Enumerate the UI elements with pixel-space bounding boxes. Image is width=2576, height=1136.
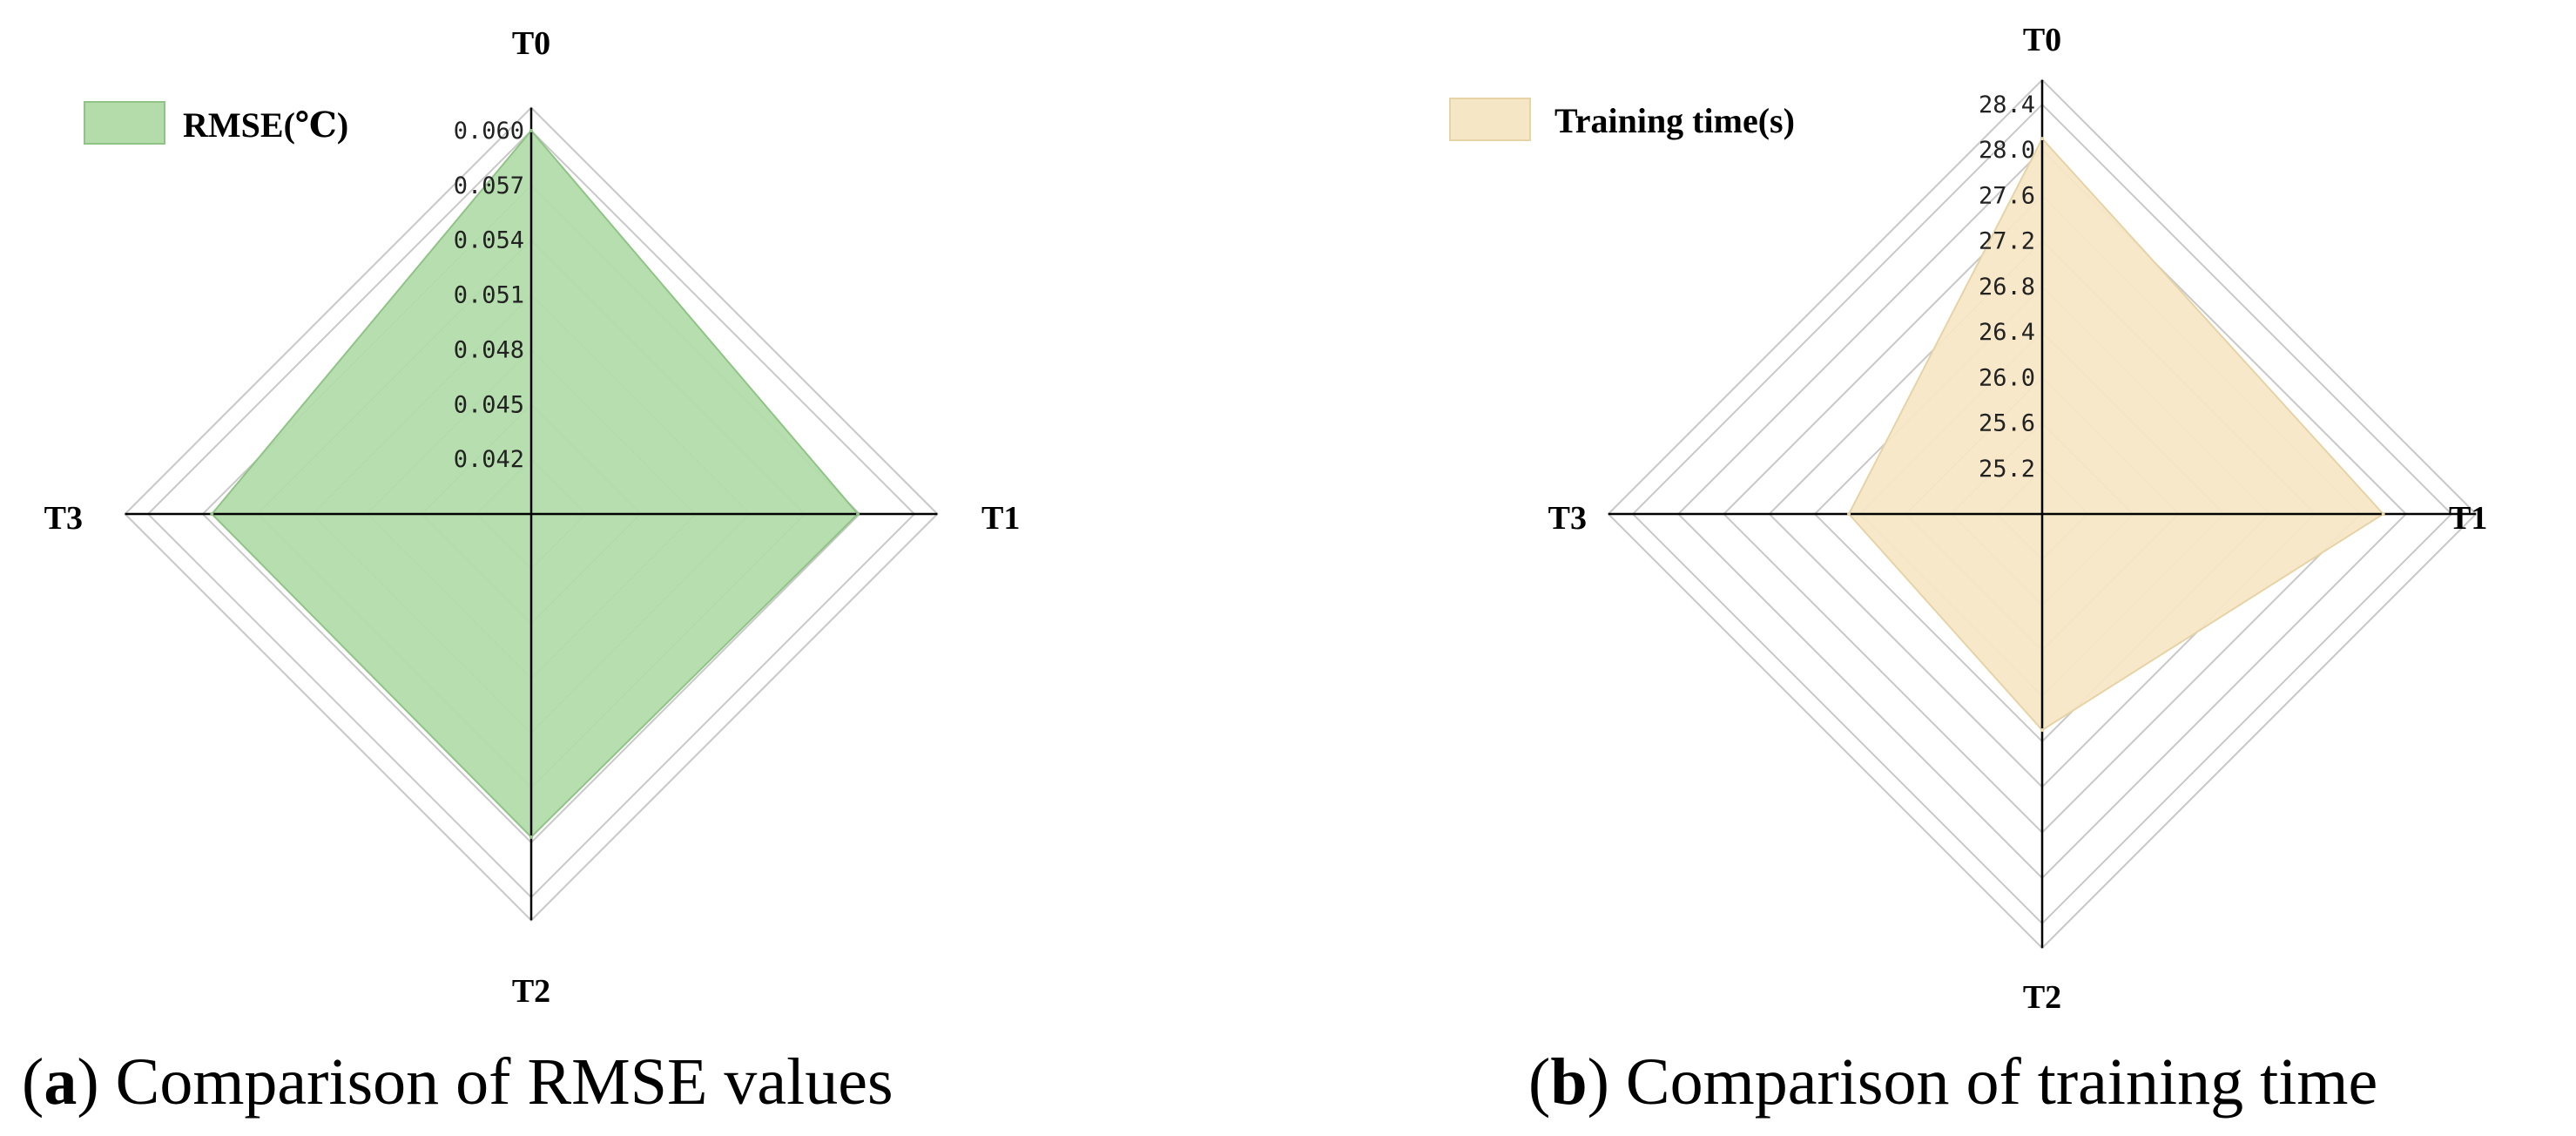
axis-label-t1: T1	[981, 500, 1020, 537]
axis-lines	[1608, 79, 2477, 949]
tick-label: 0.042	[454, 446, 524, 473]
tick-label: 0.045	[454, 391, 524, 418]
tick-label: 25.2	[1979, 456, 2035, 483]
caption-letter: a	[44, 1045, 77, 1119]
data-point-t1	[856, 512, 860, 516]
tick-label: 26.8	[1979, 274, 2035, 301]
data-point-t2	[529, 835, 533, 839]
axis-label-t0: T0	[512, 25, 550, 62]
legend-swatch	[84, 101, 165, 145]
tick-label: 0.048	[454, 336, 524, 363]
axis-label-t0: T0	[2023, 22, 2061, 58]
axis-label-t2: T2	[512, 973, 550, 1010]
tick-label: 27.6	[1979, 182, 2035, 209]
rmse-data-polygon	[210, 129, 860, 839]
axis-lines	[125, 107, 938, 921]
tick-label: 26.0	[1979, 364, 2035, 391]
data-point-t0	[2040, 137, 2044, 141]
axis-label-t1: T1	[2449, 500, 2487, 537]
caption-letter: b	[1550, 1045, 1587, 1119]
radar-panel-rmse: 0.042 0.045 0.048 0.051 0.054 0.057 0.060 T0 T…	[22, 25, 1020, 1119]
radar-panel-training-time: 25.225.626.026.426.827.227.628.028.4 T0 …	[1449, 22, 2487, 1119]
tick-label: 26.4	[1979, 319, 2035, 346]
data-point-t0	[529, 129, 533, 132]
caption-a: (a) Comparison of RMSE values	[22, 1045, 894, 1119]
training-time-data-polygon	[1847, 137, 2385, 732]
tick-label: 0.057	[454, 172, 524, 199]
tick-label: 28.0	[1979, 137, 2035, 164]
legend: Training time(s)	[1449, 98, 1795, 141]
legend-label: Training time(s)	[1554, 101, 1795, 140]
tick-label: 0.054	[454, 227, 524, 254]
tick-label: 0.051	[454, 282, 524, 309]
data-point-t3	[1847, 512, 1851, 516]
caption-b: (b) Comparison of training time	[1528, 1045, 2377, 1119]
tick-label: 0.060	[454, 118, 524, 145]
tick-label: 25.6	[1979, 410, 2035, 437]
legend-label: RMSE(℃)	[183, 105, 348, 145]
data-point-t2	[2040, 728, 2044, 733]
axis-label-t3: T3	[44, 500, 83, 537]
caption-text: Comparison of training time	[1626, 1045, 2377, 1119]
legend-swatch	[1449, 98, 1531, 141]
axis-label-t2: T2	[2023, 979, 2061, 1016]
data-point-t1	[2381, 512, 2385, 516]
caption-text: Comparison of RMSE values	[116, 1045, 894, 1119]
data-point-t3	[210, 512, 214, 516]
tick-label: 27.2	[1979, 228, 2035, 255]
tick-labels: 25.2 25.6 26.0 26.4 26.8 27.2 27.6 28.0 28.4	[1979, 91, 2035, 483]
tick-label: 28.4	[1979, 91, 2035, 118]
legend: RMSE(℃)	[84, 101, 348, 145]
axis-label-t3: T3	[1548, 500, 1587, 537]
tick-labels: 0.042 0.045 0.048 0.051 0.054 0.057 0.060	[454, 118, 524, 473]
